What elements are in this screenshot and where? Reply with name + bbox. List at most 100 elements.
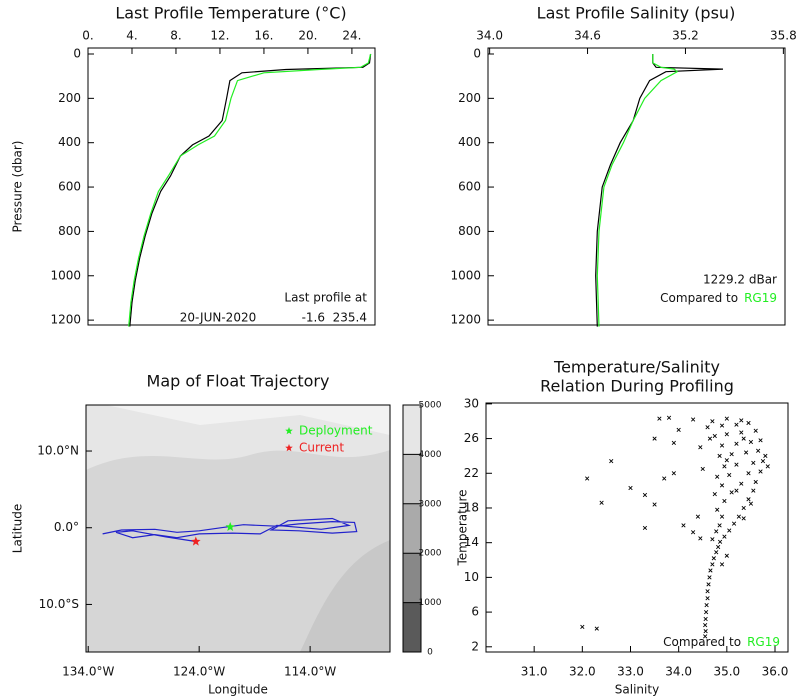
data-point (758, 469, 763, 474)
y-tick-label: 30 (464, 396, 479, 410)
position-marker (225, 522, 235, 531)
x-tick-label: 34.0 (476, 29, 503, 43)
y-tick-label: 22 (464, 466, 479, 480)
data-point (715, 474, 720, 479)
data-point (746, 420, 751, 426)
x-axis-label: Salinity (615, 683, 659, 697)
deep-region (300, 540, 390, 652)
y-tick-label: 200 (58, 91, 81, 105)
data-point (707, 436, 713, 441)
data-point (719, 562, 725, 567)
data-point (727, 528, 732, 533)
data-point (719, 483, 725, 488)
profile-line (129, 53, 372, 327)
profile-line (128, 53, 372, 327)
chart-title: Last Profile Temperature (°C) (115, 4, 346, 23)
y-tick-label: 0 (73, 46, 81, 60)
data-point (719, 514, 725, 519)
x-tick-label: 16. (254, 29, 273, 43)
data-point (739, 430, 744, 435)
annotation: 235.4 (333, 311, 367, 325)
y-tick-label: 200 (458, 91, 481, 105)
y-tick-label: 1200 (50, 313, 81, 327)
data-point (748, 501, 754, 506)
plot-frame (87, 47, 376, 326)
x-tick-label: 33.0 (617, 665, 644, 679)
chart-title: Map of Float Trajectory (147, 372, 330, 391)
data-point (719, 423, 725, 428)
data-point (716, 544, 721, 550)
legend-label: Current (299, 441, 344, 455)
data-point (760, 459, 766, 464)
x-tick-label: 34.0 (665, 665, 692, 679)
data-point (698, 445, 703, 450)
data-point (741, 436, 746, 441)
data-point (703, 609, 709, 615)
data-point (753, 479, 758, 485)
data-point (722, 534, 727, 539)
colorbar-label: 3000 (419, 499, 442, 509)
data-point (708, 568, 713, 573)
y-tick-label: 400 (458, 135, 481, 149)
data-point (763, 453, 768, 459)
data-point (599, 500, 604, 505)
data-point (609, 459, 614, 464)
position-marker (191, 536, 201, 546)
x-tick-label: 124.0°W (173, 665, 225, 679)
data-point (758, 438, 763, 443)
data-point (765, 464, 770, 469)
legend-marker (285, 427, 293, 435)
data-point (743, 450, 749, 455)
data-point (715, 507, 720, 512)
data-point (690, 417, 696, 422)
y-tick-label: 1000 (50, 268, 81, 282)
annotation: -1.6 (302, 311, 325, 325)
annotation: 20-JUN-2020 (180, 311, 256, 325)
y-tick-label: 1200 (450, 313, 481, 327)
x-tick-label: 8. (170, 29, 181, 43)
reference-name: RG19 (744, 291, 777, 305)
x-tick-label: 0. (82, 29, 93, 43)
data-point (666, 415, 672, 420)
annotation: Compared to RG19 (660, 291, 777, 305)
y-tick-label: 10.0°N (37, 444, 79, 458)
chart-title: Last Profile Salinity (psu) (537, 4, 736, 23)
data-point (746, 497, 751, 502)
data-point (703, 622, 708, 628)
colorbar-band (403, 602, 421, 652)
data-point (580, 624, 585, 629)
y-tick-label: 600 (58, 180, 81, 194)
colorbar-label: 5000 (419, 401, 442, 411)
y-tick-label: 18 (464, 500, 479, 514)
x-tick-label: 20. (298, 29, 317, 43)
data-point (700, 466, 705, 472)
data-point (710, 537, 715, 542)
data-point (652, 502, 657, 507)
x-tick-label: 134.0°W (62, 665, 114, 679)
data-point (734, 422, 739, 427)
data-point (714, 529, 719, 534)
colorbar-band (403, 405, 421, 455)
x-tick-label: 34.6 (574, 29, 601, 43)
data-point (711, 556, 716, 561)
data-point (751, 460, 756, 465)
data-point (746, 471, 751, 476)
y-tick-label: 600 (458, 180, 481, 194)
data-point (729, 490, 734, 495)
data-point (712, 491, 717, 497)
annotation-text: Compared to (663, 635, 741, 649)
data-point (719, 443, 725, 448)
annotation: Compared to RG19 (663, 635, 780, 649)
data-point (642, 492, 648, 498)
data-point (741, 516, 746, 521)
data-point (681, 523, 686, 528)
data-point (705, 425, 710, 430)
data-point (712, 433, 717, 439)
shallow-region (86, 405, 390, 470)
y-tick-label: 800 (458, 224, 481, 238)
data-point (748, 439, 754, 445)
data-point (724, 416, 729, 421)
data-point (751, 488, 756, 493)
data-point (710, 562, 715, 567)
trajectory (102, 517, 358, 543)
